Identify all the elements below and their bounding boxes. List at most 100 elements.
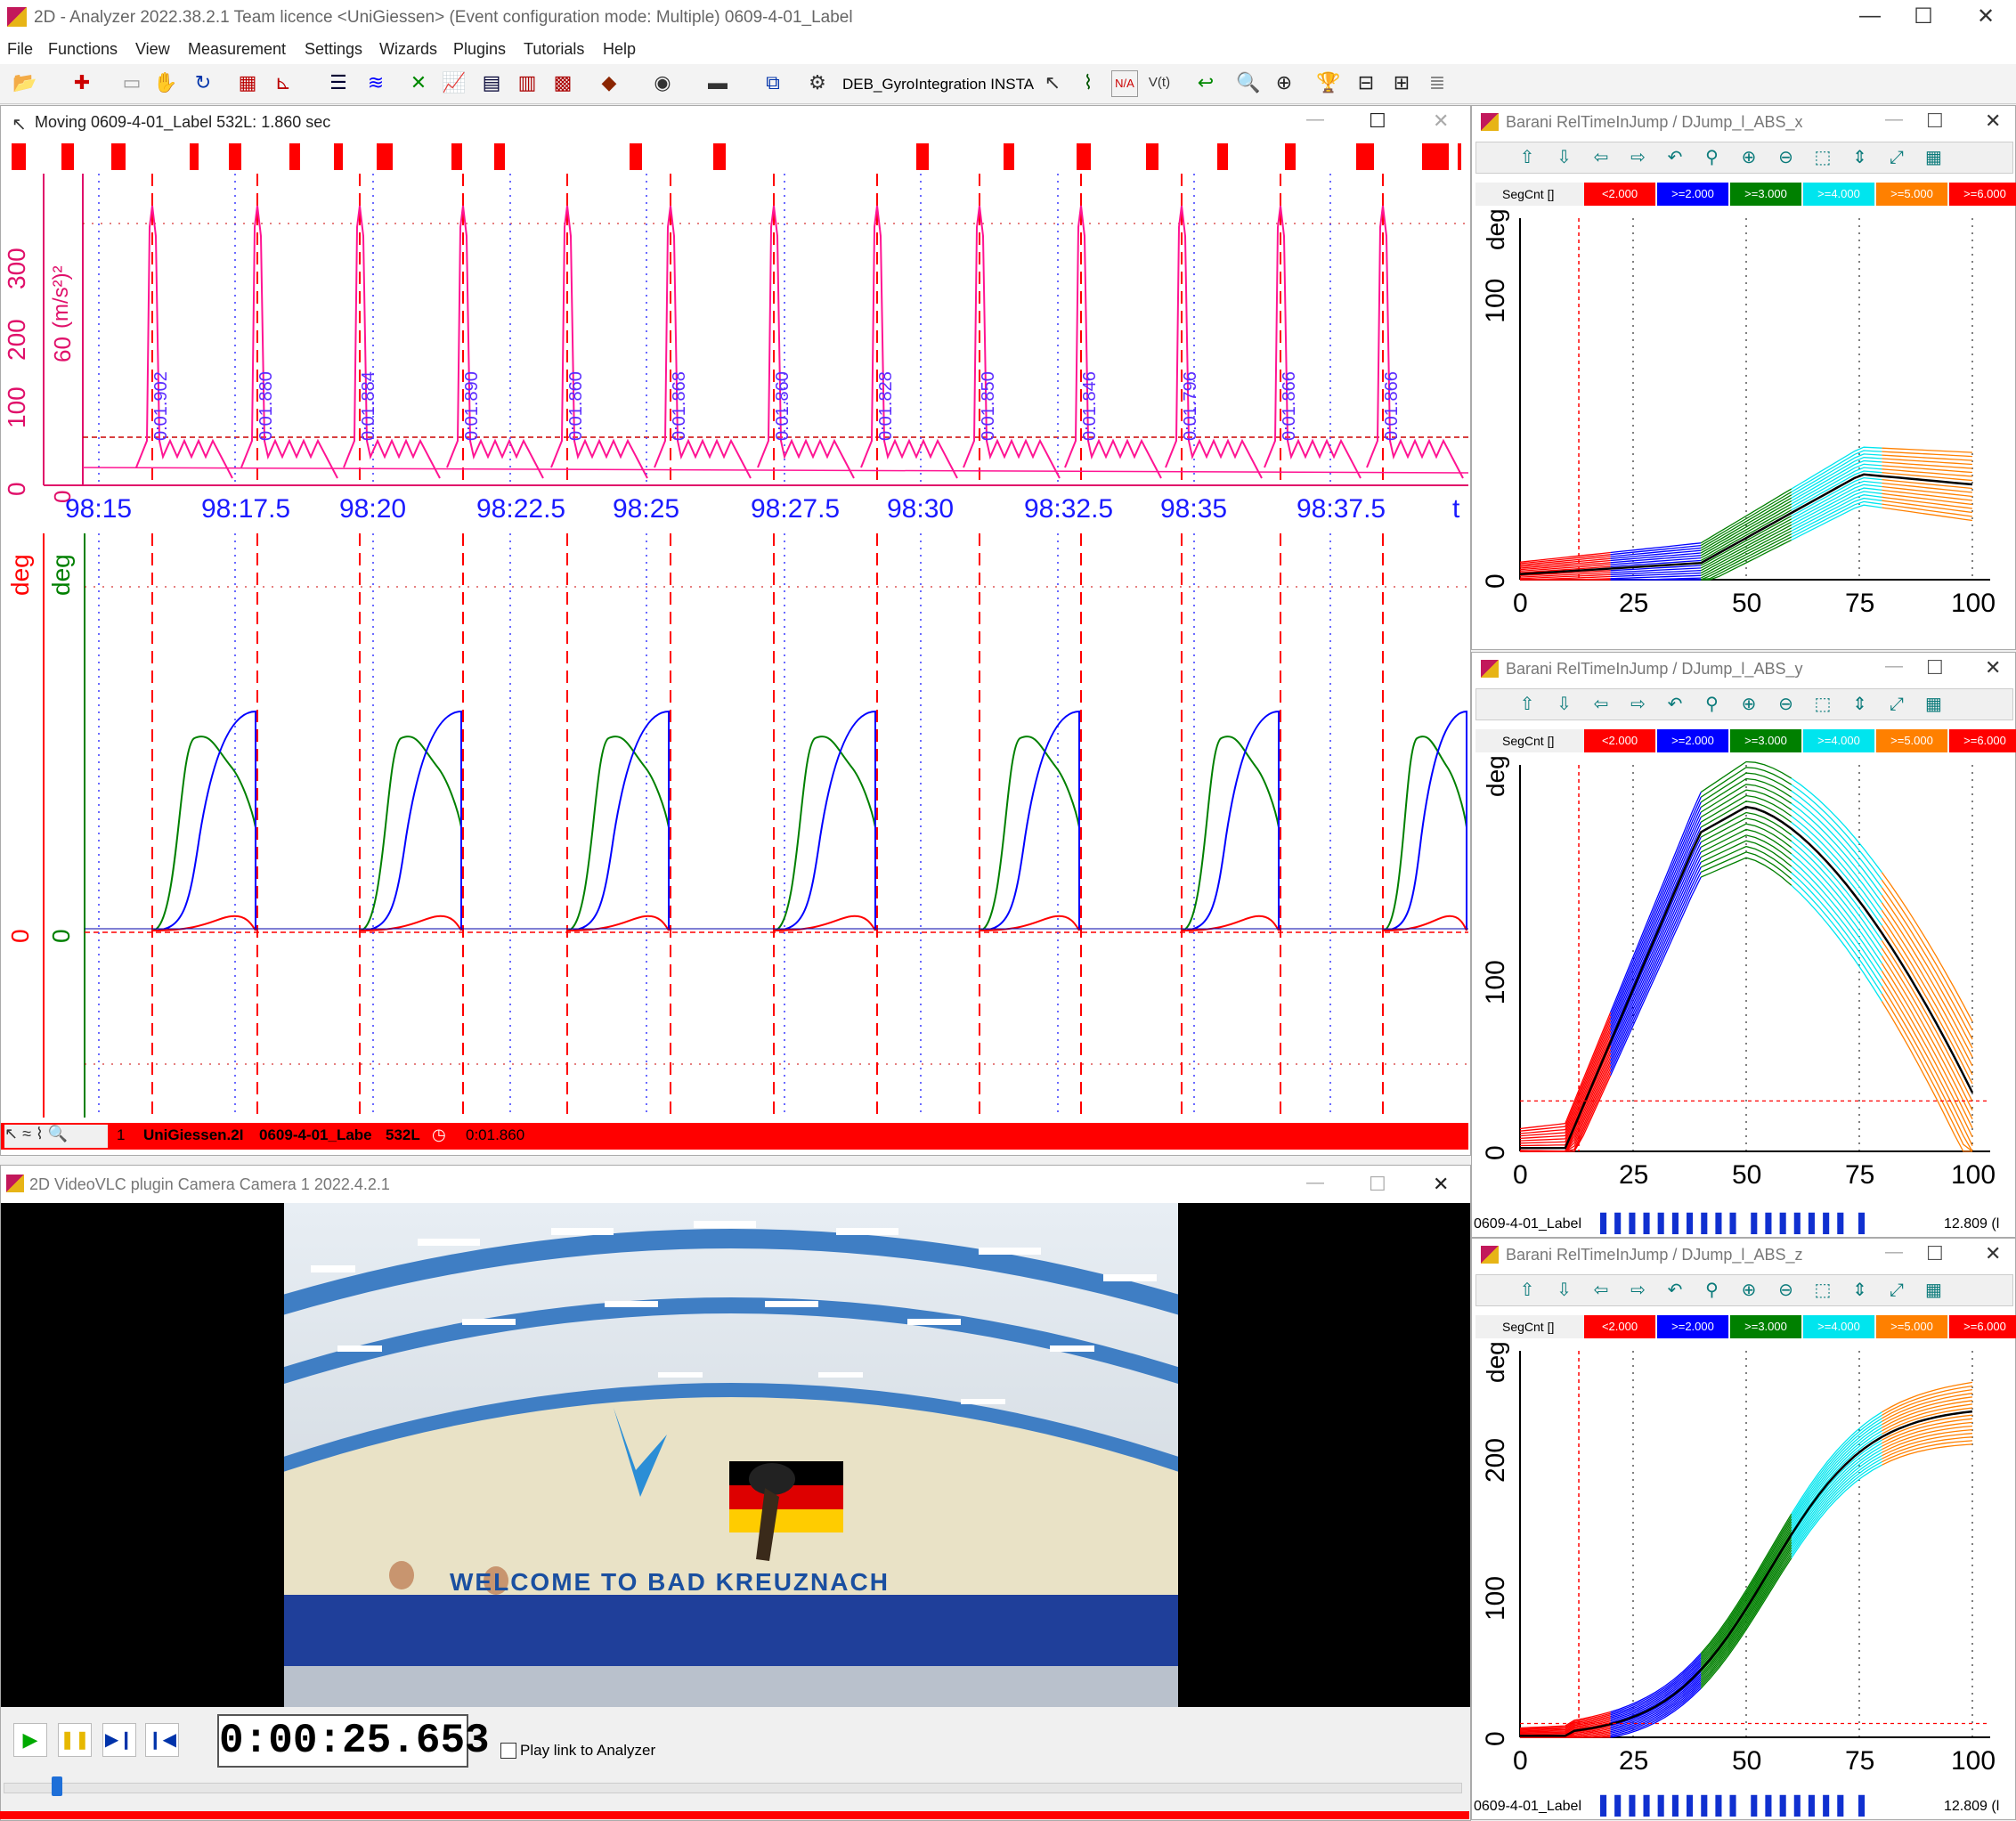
right-arrow-icon[interactable]: ⇨ <box>1630 695 1646 714</box>
up-arrow-icon[interactable]: ⇧ <box>1519 1280 1535 1300</box>
analysis-icon[interactable]: ⌇ <box>1083 71 1093 93</box>
expand-icon[interactable]: ⤢ <box>1890 1280 1904 1300</box>
right-arrow-icon[interactable]: ⇨ <box>1630 148 1646 167</box>
open-folder-icon[interactable]: 📂 <box>12 71 37 93</box>
left-arrow-icon[interactable]: ⇦ <box>1593 695 1609 714</box>
ruler-icon[interactable]: ▭ <box>122 71 142 93</box>
xy-plot-icon[interactable]: ✕ <box>410 71 427 93</box>
menu-functions[interactable]: Functions <box>48 40 118 58</box>
layout-icon[interactable]: ▬ <box>708 71 728 93</box>
windows-icon[interactable]: ⧉ <box>766 71 780 93</box>
zoom-in-icon[interactable]: ⊕ <box>1741 148 1757 167</box>
undo-icon[interactable]: ↶ <box>1667 148 1683 167</box>
zoom-out-icon[interactable]: ⊖ <box>1778 148 1793 167</box>
barani-maximize-button[interactable]: ☐ <box>1926 656 1944 679</box>
acceleration-plot[interactable]: 0:01.902 0:01.880 0:01.884 0:01.890 0:01.860… <box>1 174 1468 530</box>
menu-tutorials[interactable]: Tutorials <box>524 40 585 58</box>
add-measurement-icon[interactable]: ✚ <box>73 71 91 93</box>
calculator-icon[interactable]: ▦ <box>1925 695 1942 714</box>
lasso-icon[interactable]: ⚲ <box>1705 1280 1719 1300</box>
calculator-icon[interactable]: ▦ <box>1925 1280 1942 1300</box>
minimize-button[interactable]: — <box>1859 4 1881 28</box>
moving-maximize-button[interactable]: ☐ <box>1369 110 1386 132</box>
down-arrow-icon[interactable]: ⇩ <box>1557 695 1572 714</box>
right-arrow-icon[interactable]: ⇨ <box>1630 1280 1646 1300</box>
curve-icon[interactable]: ≋ <box>367 71 385 93</box>
function-icon[interactable]: V(t) <box>1148 75 1171 90</box>
select-rect-icon[interactable]: ⬚ <box>1814 695 1832 714</box>
window-min-icon[interactable]: ⊟ <box>1357 71 1375 93</box>
video-frame[interactable]: WELCOME TO BAD KREUZNACH <box>1 1203 1470 1707</box>
barani-minimize-button[interactable]: — <box>1885 656 1903 676</box>
barani-plot[interactable]: 0 25 50 75 100 100 0 deg <box>1474 209 2013 647</box>
select-rect-icon[interactable]: ⬚ <box>1814 1280 1832 1300</box>
up-arrow-icon[interactable]: ⇧ <box>1519 148 1535 167</box>
barani-plot[interactable]: 0 25 50 75 100 200 100 0 deg <box>1474 1342 2013 1805</box>
video-maximize-button[interactable]: ☐ <box>1369 1173 1386 1195</box>
list-icon[interactable]: ☰ <box>329 71 347 93</box>
refresh-icon[interactable]: ↻ <box>194 71 212 93</box>
lasso-icon[interactable]: ⚲ <box>1705 695 1719 714</box>
close-button[interactable]: ✕ <box>1976 4 1996 28</box>
menu-view[interactable]: View <box>135 40 170 58</box>
select-rect-icon[interactable]: ⬚ <box>1814 148 1832 167</box>
menu-plugins[interactable]: Plugins <box>453 40 507 58</box>
barani-maximize-button[interactable]: ☐ <box>1926 110 1944 132</box>
status-tool-icons[interactable]: ↖ ≈ ⌇ 🔍 <box>4 1125 108 1148</box>
left-arrow-icon[interactable]: ⇦ <box>1593 148 1609 167</box>
bar-chart-icon[interactable]: ▥ <box>517 71 537 93</box>
barani-close-button[interactable]: ✕ <box>1985 656 2002 679</box>
barani-minimize-button[interactable]: — <box>1885 110 1903 129</box>
camera-reel-icon[interactable]: ◉ <box>654 71 671 93</box>
maximize-button[interactable]: ☐ <box>1914 4 1933 28</box>
down-arrow-icon[interactable]: ⇩ <box>1557 1280 1572 1300</box>
moving-minimize-button[interactable]: — <box>1306 110 1324 129</box>
lasso-icon[interactable]: ⚲ <box>1705 148 1719 167</box>
expand-icon[interactable]: ⤢ <box>1890 695 1904 714</box>
scale-icon[interactable]: ⇕ <box>1852 148 1867 167</box>
event-strip[interactable] <box>1 142 1470 172</box>
barani-maximize-button[interactable]: ☐ <box>1926 1242 1944 1264</box>
video-close-button[interactable]: ✕ <box>1433 1173 1450 1195</box>
barani-close-button[interactable]: ✕ <box>1985 1242 2002 1264</box>
pause-button[interactable]: ❚❚ <box>58 1723 92 1757</box>
undo-icon[interactable]: ↶ <box>1667 1280 1683 1300</box>
step-forward-button[interactable]: ▶❙ <box>102 1723 136 1757</box>
window-max-icon[interactable]: ⊞ <box>1393 71 1410 93</box>
video-minimize-button[interactable]: — <box>1306 1173 1324 1192</box>
zoom-fit-icon[interactable]: ⊕ <box>1275 71 1293 93</box>
down-arrow-icon[interactable]: ⇩ <box>1557 148 1572 167</box>
axis-icon[interactable]: ⊾ <box>274 71 292 93</box>
table-icon[interactable]: ▤ <box>482 71 501 93</box>
plugin-label[interactable]: DEB_GyroIntegration INSTA <box>842 76 1035 93</box>
play-link-checkbox[interactable] <box>500 1743 516 1759</box>
expand-icon[interactable]: ⤢ <box>1890 148 1904 167</box>
left-arrow-icon[interactable]: ⇦ <box>1593 1280 1609 1300</box>
video-seek-thumb[interactable] <box>52 1776 62 1796</box>
undo-icon[interactable]: ↶ <box>1667 695 1683 714</box>
pointer-icon[interactable]: ↖ <box>1044 71 1061 93</box>
menu-wizards[interactable]: Wizards <box>379 40 438 58</box>
barani-plot[interactable]: 0 25 50 75 100 100 0 deg <box>1474 756 2013 1219</box>
up-arrow-icon[interactable]: ⇧ <box>1519 695 1535 714</box>
trophy-icon[interactable]: 🏆 <box>1316 71 1341 93</box>
menu-measurement[interactable]: Measurement <box>188 40 287 58</box>
scale-icon[interactable]: ⇕ <box>1852 1280 1867 1300</box>
angle-plot[interactable] <box>1 533 1468 1118</box>
align-icon[interactable]: ≣ <box>1428 71 1446 93</box>
menu-help[interactable]: Help <box>603 40 637 58</box>
zoom-out-icon[interactable]: ⊖ <box>1778 695 1793 714</box>
menu-settings[interactable]: Settings <box>305 40 363 58</box>
export-box-icon[interactable]: ◆ <box>601 71 617 93</box>
zoom-icon[interactable]: 🔍 <box>1236 71 1261 93</box>
menu-file[interactable]: File <box>7 40 34 58</box>
scale-icon[interactable]: ⇕ <box>1852 695 1867 714</box>
step-back-button[interactable]: ❙◀ <box>145 1723 179 1757</box>
zoom-out-icon[interactable]: ⊖ <box>1778 1280 1793 1300</box>
undo-icon[interactable]: ↩ <box>1197 71 1215 93</box>
play-button[interactable]: ▶ <box>13 1723 47 1757</box>
zoom-in-icon[interactable]: ⊕ <box>1741 695 1757 714</box>
barani-close-button[interactable]: ✕ <box>1985 110 2002 132</box>
gyro-plugin-icon[interactable]: ⚙ <box>809 71 826 93</box>
na-icon[interactable]: N/A <box>1111 70 1138 97</box>
